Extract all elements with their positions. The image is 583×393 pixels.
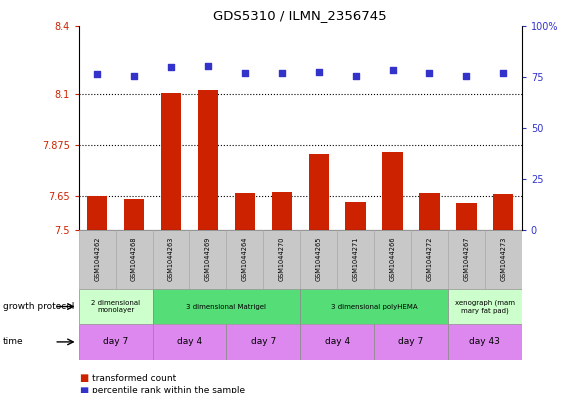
Bar [226,324,300,360]
Bar [337,230,374,289]
Bar [485,230,522,289]
Point [314,68,324,75]
Bar [346,202,366,230]
Text: time: time [3,338,23,346]
Text: ■: ■ [79,386,88,393]
Text: day 7: day 7 [103,338,128,346]
Bar [448,230,485,289]
Text: GSM1044268: GSM1044268 [131,237,137,281]
Bar [79,230,115,289]
Text: day 43: day 43 [469,338,500,346]
Text: day 7: day 7 [251,338,276,346]
Bar [153,230,189,289]
Bar [79,324,153,360]
Text: growth protocol: growth protocol [3,302,74,311]
Point [425,70,434,76]
Bar [153,289,300,324]
Text: ■: ■ [79,373,88,383]
Text: percentile rank within the sample: percentile rank within the sample [92,386,245,393]
Text: GSM1044270: GSM1044270 [279,237,285,281]
Bar [382,152,403,230]
Text: GSM1044263: GSM1044263 [168,237,174,281]
Bar [124,199,144,230]
Text: GSM1044262: GSM1044262 [94,237,100,281]
Bar [300,324,374,360]
Text: GSM1044273: GSM1044273 [500,237,506,281]
Bar [374,230,411,289]
Bar [448,289,522,324]
Text: GSM1044264: GSM1044264 [242,237,248,281]
Text: GSM1044272: GSM1044272 [427,237,433,281]
Bar [264,230,300,289]
Text: GSM1044271: GSM1044271 [353,237,359,281]
Bar [493,194,514,230]
Bar [419,193,440,230]
Bar [308,154,329,230]
Text: GSM1044269: GSM1044269 [205,237,211,281]
Text: day 4: day 4 [177,338,202,346]
Point [351,72,360,79]
Bar [79,289,153,324]
Text: day 4: day 4 [325,338,350,346]
Point [203,63,213,70]
Bar [235,193,255,230]
Point [93,70,102,77]
Bar [161,93,181,230]
Bar [448,324,522,360]
Text: transformed count: transformed count [92,374,177,382]
Text: 2 dimensional
monolayer: 2 dimensional monolayer [91,300,140,313]
Bar [198,90,218,230]
Bar [300,230,337,289]
Point [277,70,286,76]
Text: GSM1044266: GSM1044266 [389,237,395,281]
Point [129,72,139,79]
Text: GSM1044265: GSM1044265 [316,237,322,281]
Bar [272,192,292,230]
Text: 3 dimensional Matrigel: 3 dimensional Matrigel [187,303,266,310]
Bar [226,230,264,289]
Point [498,70,508,76]
Point [388,67,397,73]
Bar [456,203,476,230]
Bar [115,230,153,289]
Bar [411,230,448,289]
Bar [300,289,448,324]
Text: GSM1044267: GSM1044267 [463,237,469,281]
Bar [87,196,107,230]
Point [166,64,175,71]
Text: xenograph (mam
mary fat pad): xenograph (mam mary fat pad) [455,299,515,314]
Point [240,70,250,76]
Text: 3 dimensional polyHEMA: 3 dimensional polyHEMA [331,303,417,310]
Text: day 7: day 7 [398,338,424,346]
Bar [374,324,448,360]
Bar [189,230,226,289]
Point [462,72,471,79]
Bar [153,324,226,360]
Title: GDS5310 / ILMN_2356745: GDS5310 / ILMN_2356745 [213,9,387,22]
